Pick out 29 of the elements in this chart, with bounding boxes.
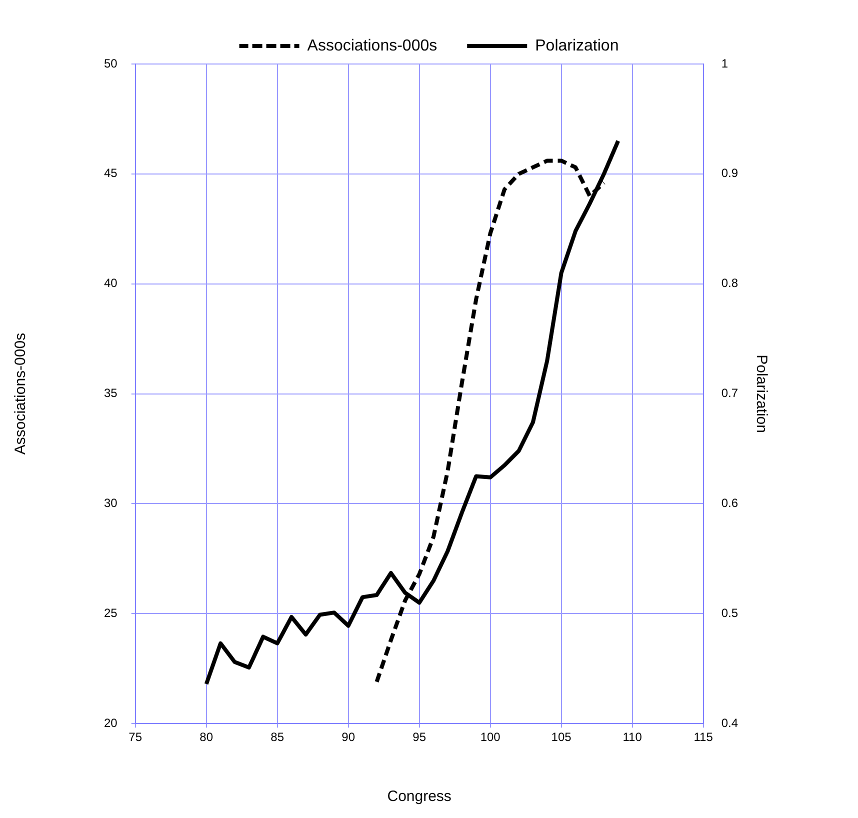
- y2-tick-label: 0.7: [721, 386, 738, 400]
- y2-tick-label: 0.9: [721, 166, 738, 180]
- x-tick-label: 95: [412, 730, 426, 744]
- x-tick-label: 105: [551, 730, 572, 744]
- x-tick-label: 80: [200, 730, 214, 744]
- legend-label: Associations-000s: [307, 37, 438, 54]
- y2-axis-title: Polarization: [752, 354, 770, 433]
- x-tick-label: 85: [270, 730, 284, 744]
- y-tick-label: 45: [104, 166, 118, 180]
- x-tick-label: 90: [342, 730, 356, 744]
- x-tick-label: 75: [128, 730, 142, 744]
- line-series: [374, 158, 606, 684]
- y2-tick-label: 0.5: [721, 606, 738, 620]
- y2-tick-label: 1: [721, 56, 728, 70]
- y-tick-label: 30: [104, 496, 118, 510]
- legend-label: Polarization: [535, 37, 619, 54]
- y-tick-label: 25: [104, 606, 118, 620]
- y2-tick-label: 0.8: [721, 276, 738, 290]
- y2-tick-label: 0.4: [721, 716, 738, 730]
- x-tick-label: 110: [622, 730, 642, 744]
- y-tick-label: 40: [104, 276, 118, 290]
- x-axis-title: Congress: [387, 788, 452, 806]
- x-tick-label: 100: [480, 730, 501, 744]
- y2-tick-label: 0.6: [721, 496, 738, 510]
- y-tick-label: 50: [104, 56, 118, 70]
- y-axis-title: Associations-000s: [12, 332, 30, 455]
- y-tick-label: 20: [104, 716, 118, 730]
- x-tick-label: 115: [694, 730, 714, 744]
- y-tick-label: 35: [104, 386, 118, 400]
